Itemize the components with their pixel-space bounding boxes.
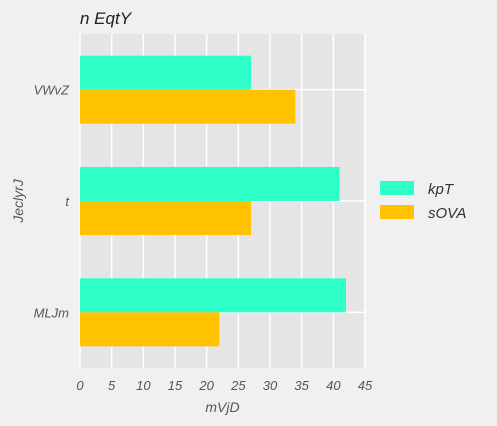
y-tick-label: MLJm <box>34 305 70 320</box>
x-tick-label: 10 <box>136 378 151 393</box>
legend: kpT sOVA <box>380 181 466 222</box>
legend-swatch <box>380 205 414 219</box>
x-axis-label: mVjD <box>205 399 239 415</box>
x-tick-label: 30 <box>263 378 278 393</box>
x-tick-label: 15 <box>168 378 183 393</box>
x-tick-label: 45 <box>358 378 373 393</box>
x-tick-labels: 0 5 10 15 20 25 30 35 40 45 <box>76 378 373 393</box>
x-tick-label: 20 <box>198 378 214 393</box>
x-tick-label: 35 <box>294 378 309 393</box>
x-tick-label: 5 <box>108 378 116 393</box>
legend-label: sOVA <box>428 205 466 222</box>
legend-label: kpT <box>428 181 455 198</box>
bar <box>80 201 251 235</box>
y-tick-label: VWvZ <box>34 83 70 98</box>
y-axis-label: JeclyrJ <box>10 178 26 224</box>
chart-title: n EqtY <box>80 9 133 28</box>
y-tick-labels: VWvZ t MLJm <box>34 83 71 321</box>
bar <box>80 167 340 201</box>
x-tick-label: 0 <box>76 378 84 393</box>
legend-swatch <box>380 181 414 195</box>
y-tick-label: t <box>65 194 70 209</box>
x-tick-label: 25 <box>230 378 246 393</box>
bar <box>80 89 296 124</box>
bar <box>80 312 220 347</box>
bar <box>80 55 251 90</box>
x-tick-label: 40 <box>326 378 341 393</box>
bars <box>80 55 346 347</box>
bar <box>80 278 346 313</box>
